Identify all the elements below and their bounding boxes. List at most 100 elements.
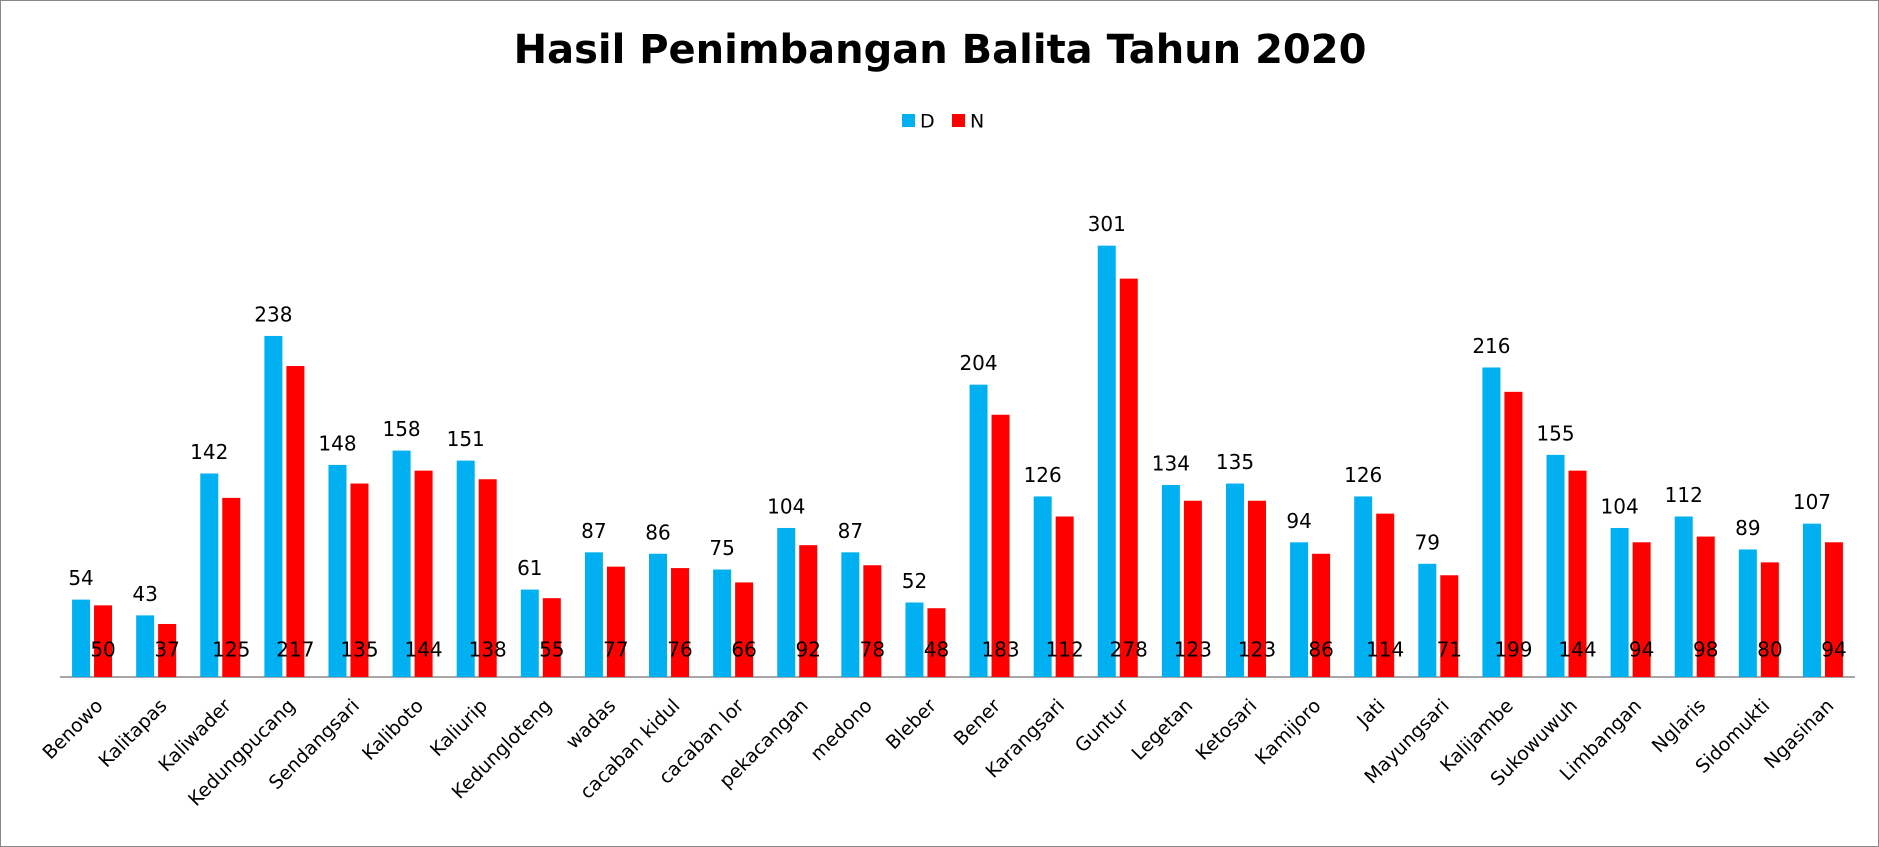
bar bbox=[584, 552, 603, 677]
data-label: 77 bbox=[603, 638, 628, 662]
bar bbox=[927, 608, 946, 677]
bar bbox=[350, 483, 369, 677]
bar bbox=[1568, 470, 1587, 677]
data-label: 55 bbox=[539, 638, 564, 662]
bar bbox=[1482, 367, 1501, 677]
data-label: 158 bbox=[382, 417, 420, 441]
bar bbox=[200, 473, 219, 677]
bar bbox=[606, 566, 625, 677]
bar bbox=[136, 615, 155, 677]
data-label: 217 bbox=[276, 638, 314, 662]
bar bbox=[777, 527, 796, 677]
bar bbox=[905, 602, 924, 677]
bar bbox=[1824, 542, 1843, 677]
bar bbox=[1097, 245, 1116, 678]
bar bbox=[414, 470, 433, 677]
bar bbox=[1354, 496, 1373, 677]
data-label: 123 bbox=[1238, 638, 1276, 662]
bar bbox=[1055, 516, 1074, 677]
bar bbox=[991, 414, 1010, 677]
data-label: 94 bbox=[1286, 509, 1311, 533]
data-label: 112 bbox=[1665, 483, 1703, 507]
legend-swatch bbox=[902, 114, 915, 127]
legend-label: N bbox=[970, 111, 984, 133]
bar bbox=[1802, 523, 1821, 677]
bar bbox=[1119, 278, 1138, 677]
bar bbox=[1674, 516, 1693, 677]
data-label: 66 bbox=[731, 638, 756, 662]
bar bbox=[1760, 562, 1779, 677]
data-label: 75 bbox=[709, 536, 734, 560]
bar bbox=[72, 599, 91, 677]
data-label: 126 bbox=[1344, 463, 1382, 487]
data-label: 80 bbox=[1757, 638, 1782, 662]
data-label: 144 bbox=[1558, 638, 1596, 662]
data-label: 138 bbox=[469, 638, 507, 662]
data-label: 104 bbox=[767, 494, 805, 518]
bar bbox=[1418, 563, 1437, 677]
bar bbox=[328, 464, 347, 677]
bar bbox=[1290, 542, 1309, 677]
bar bbox=[841, 552, 860, 677]
data-label: 37 bbox=[154, 638, 179, 662]
data-label: 125 bbox=[212, 638, 250, 662]
data-label: 43 bbox=[132, 582, 157, 606]
bar bbox=[1696, 536, 1715, 677]
data-label: 79 bbox=[1415, 530, 1440, 554]
data-label: 107 bbox=[1793, 490, 1831, 514]
bar bbox=[649, 553, 668, 677]
bar bbox=[1225, 483, 1244, 677]
bar bbox=[1183, 500, 1202, 677]
data-label: 114 bbox=[1366, 638, 1404, 662]
legend-label: D bbox=[920, 111, 935, 133]
bar bbox=[94, 605, 113, 677]
bar bbox=[1610, 527, 1629, 677]
data-label: 183 bbox=[981, 638, 1019, 662]
bar bbox=[1161, 484, 1180, 677]
data-label: 86 bbox=[645, 520, 670, 544]
bar bbox=[158, 623, 177, 677]
bar bbox=[1376, 513, 1395, 677]
data-label: 134 bbox=[1152, 451, 1190, 475]
data-label: 87 bbox=[838, 519, 863, 543]
bar bbox=[671, 568, 690, 677]
data-label: 78 bbox=[860, 638, 885, 662]
bar bbox=[286, 366, 305, 677]
bar bbox=[799, 545, 818, 677]
legend-swatch bbox=[952, 114, 965, 127]
data-label: 135 bbox=[340, 638, 378, 662]
data-label: 238 bbox=[254, 302, 292, 326]
bar bbox=[863, 565, 882, 677]
bar bbox=[264, 335, 283, 677]
bar bbox=[392, 450, 411, 677]
data-label: 199 bbox=[1494, 638, 1532, 662]
data-label: 54 bbox=[68, 566, 93, 590]
data-label: 142 bbox=[190, 440, 228, 464]
chart-title: Hasil Penimbangan Balita Tahun 2020 bbox=[514, 27, 1367, 73]
data-label: 52 bbox=[902, 569, 927, 593]
data-label: 86 bbox=[1308, 638, 1333, 662]
data-label: 216 bbox=[1472, 334, 1510, 358]
data-label: 104 bbox=[1601, 494, 1639, 518]
bar bbox=[542, 598, 561, 677]
bar bbox=[1247, 500, 1266, 677]
data-label: 61 bbox=[517, 556, 542, 580]
data-label: 126 bbox=[1024, 463, 1062, 487]
bar bbox=[713, 569, 732, 677]
bar bbox=[1738, 549, 1757, 677]
data-label: 151 bbox=[447, 427, 485, 451]
data-label: 98 bbox=[1693, 638, 1718, 662]
data-label: 112 bbox=[1046, 638, 1084, 662]
data-label: 48 bbox=[924, 638, 949, 662]
data-label: 148 bbox=[318, 431, 356, 455]
bar bbox=[1033, 496, 1052, 677]
bar bbox=[478, 479, 497, 677]
bar bbox=[1632, 542, 1651, 677]
data-label: 301 bbox=[1088, 212, 1126, 236]
data-label: 89 bbox=[1735, 516, 1760, 540]
bar bbox=[735, 582, 754, 677]
bar bbox=[1440, 575, 1459, 677]
bar bbox=[1504, 391, 1523, 677]
data-label: 155 bbox=[1536, 421, 1574, 445]
